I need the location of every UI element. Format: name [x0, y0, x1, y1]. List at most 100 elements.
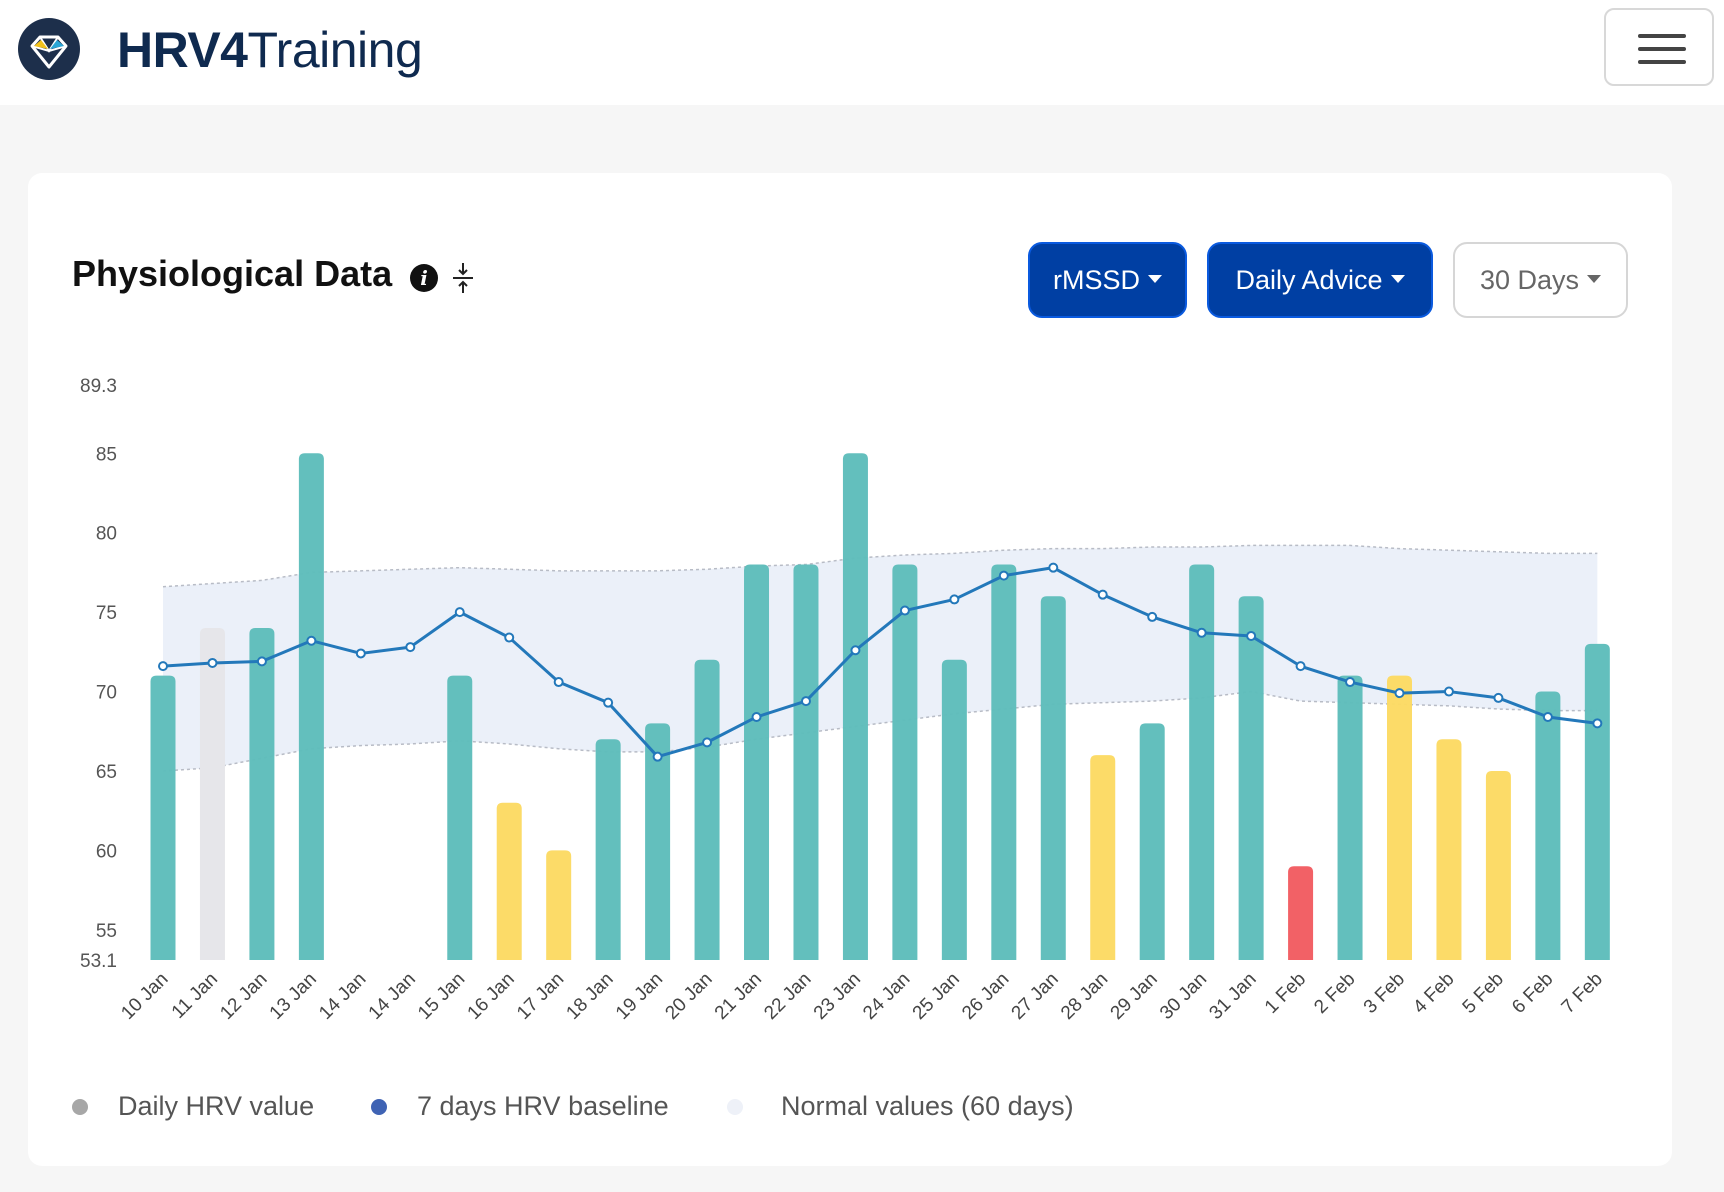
hrv-bar: [1485, 770, 1511, 960]
baseline-point: [1147, 611, 1158, 622]
card-title: Physiological Data: [72, 253, 393, 294]
brand-part-4: 4: [220, 22, 248, 78]
y-tick-label: 70: [96, 683, 117, 704]
legend-item-normal[interactable]: Normal values (60 days): [781, 1091, 1074, 1121]
x-tick-label: 30 Jan: [1156, 969, 1211, 1024]
hrv-bar: [793, 564, 819, 960]
y-tick-label: 89.3: [80, 376, 117, 397]
range-dropdown-button[interactable]: 30 Days: [1453, 242, 1628, 318]
baseline-point: [1592, 718, 1603, 729]
hrv-bar: [1040, 596, 1066, 960]
hrv-bar: [1288, 866, 1314, 960]
advice-dropdown-label: Daily Advice: [1235, 265, 1383, 295]
hrv-bar: [1387, 675, 1412, 960]
hrv-bar: [150, 675, 176, 960]
baseline-point: [949, 594, 960, 605]
advice-dropdown-button[interactable]: Daily Advice: [1207, 242, 1433, 318]
x-tick-label: 17 Jan: [513, 969, 568, 1024]
x-tick-label: 11 Jan: [168, 969, 222, 1023]
baseline-point: [504, 632, 515, 643]
legend-item-daily[interactable]: Daily HRV value: [118, 1091, 315, 1121]
baseline-point: [751, 711, 762, 722]
normal-range-band: [163, 545, 1598, 771]
x-tick-label: 10 Jan: [117, 969, 172, 1024]
info-icon[interactable]: i: [410, 264, 438, 292]
y-tick-label: 75: [96, 603, 117, 624]
chevron-down-icon: [1390, 274, 1405, 283]
hrv-bar: [744, 564, 770, 960]
baseline-point: [603, 697, 614, 708]
baseline-point: [207, 657, 218, 668]
x-tick-label: 24 Jan: [859, 969, 914, 1024]
x-tick-label: 27 Jan: [1008, 969, 1063, 1024]
baseline-point: [899, 605, 910, 616]
x-tick-label: 23 Jan: [810, 969, 865, 1024]
x-tick-label: 18 Jan: [562, 969, 617, 1024]
baseline-point: [1493, 692, 1504, 703]
y-tick-label: 60: [96, 841, 117, 862]
brand-part-training: Training: [247, 22, 423, 78]
x-tick-label: 19 Jan: [612, 969, 667, 1024]
hrv-bar: [645, 723, 671, 960]
x-tick-label: 31 Jan: [1205, 969, 1260, 1024]
hrv-bar: [1139, 723, 1165, 960]
y-tick-label: 80: [96, 524, 117, 545]
baseline-point: [1196, 627, 1207, 638]
baseline-point: [405, 642, 416, 653]
hrv-bar: [1238, 596, 1264, 960]
collapse-icon[interactable]: [450, 262, 476, 294]
baseline-point: [256, 656, 267, 667]
x-tick-label: 14 Jan: [315, 969, 370, 1024]
menu-toggle-button[interactable]: [1604, 8, 1714, 86]
legend-swatch-baseline: [371, 1099, 387, 1115]
x-tick-label: 1 Feb: [1261, 969, 1310, 1018]
hrv-bar: [941, 659, 967, 960]
metric-dropdown-button[interactable]: rMSSD: [1028, 242, 1187, 318]
hrv-bar: [1436, 739, 1462, 960]
y-tick-label: 55: [96, 921, 117, 942]
x-tick-label: 6 Feb: [1508, 969, 1557, 1018]
baseline-point: [306, 635, 317, 646]
brand-name[interactable]: HRV4Training: [117, 22, 423, 78]
hrv-bar: [1337, 675, 1363, 960]
brand-part-hrv: HRV: [117, 22, 221, 78]
hrv4training-logo[interactable]: [18, 18, 80, 80]
x-tick-label: 16 Jan: [464, 969, 519, 1024]
hrv-bar: [546, 850, 572, 960]
baseline-point: [1443, 686, 1454, 697]
baseline-point: [1097, 589, 1108, 600]
metric-dropdown-label: rMSSD: [1053, 265, 1140, 295]
hamburger-icon-bar: [1638, 60, 1686, 64]
hrv-bar: [694, 659, 720, 960]
baseline-line: [162, 566, 1598, 759]
legend-item-baseline[interactable]: 7 days HRV baseline: [417, 1091, 669, 1121]
hamburger-icon-bar: [1638, 47, 1686, 51]
hrv-bar: [842, 453, 868, 960]
x-tick-label: 21 Jan: [711, 969, 766, 1024]
hrv-bar: [991, 564, 1017, 960]
x-tick-label: 14 Jan: [365, 969, 420, 1024]
baseline-point: [800, 696, 811, 707]
x-tick-label: 4 Feb: [1409, 969, 1458, 1018]
baseline-point: [454, 607, 465, 618]
baseline-point: [1295, 661, 1306, 672]
hrv-bar: [1535, 691, 1561, 960]
hrv-bar: [199, 628, 225, 960]
x-tick-label: 29 Jan: [1107, 969, 1162, 1024]
hrv-bar: [249, 628, 275, 960]
navbar: HRV4Training: [0, 0, 1724, 105]
baseline-point: [1394, 688, 1405, 699]
baseline-point: [1345, 677, 1356, 688]
x-tick-label: 15 Jan: [414, 969, 469, 1024]
hrv-bar: [595, 739, 621, 960]
baseline-point: [998, 570, 1009, 581]
baseline-point: [652, 751, 663, 762]
baseline-point: [553, 677, 564, 688]
hamburger-icon: [1638, 34, 1686, 38]
baseline-point: [702, 737, 713, 748]
x-tick-label: 22 Jan: [760, 969, 815, 1024]
baseline-point: [158, 661, 168, 672]
x-tick-label: 2 Feb: [1310, 969, 1359, 1018]
legend-swatch-normal: [727, 1099, 743, 1115]
